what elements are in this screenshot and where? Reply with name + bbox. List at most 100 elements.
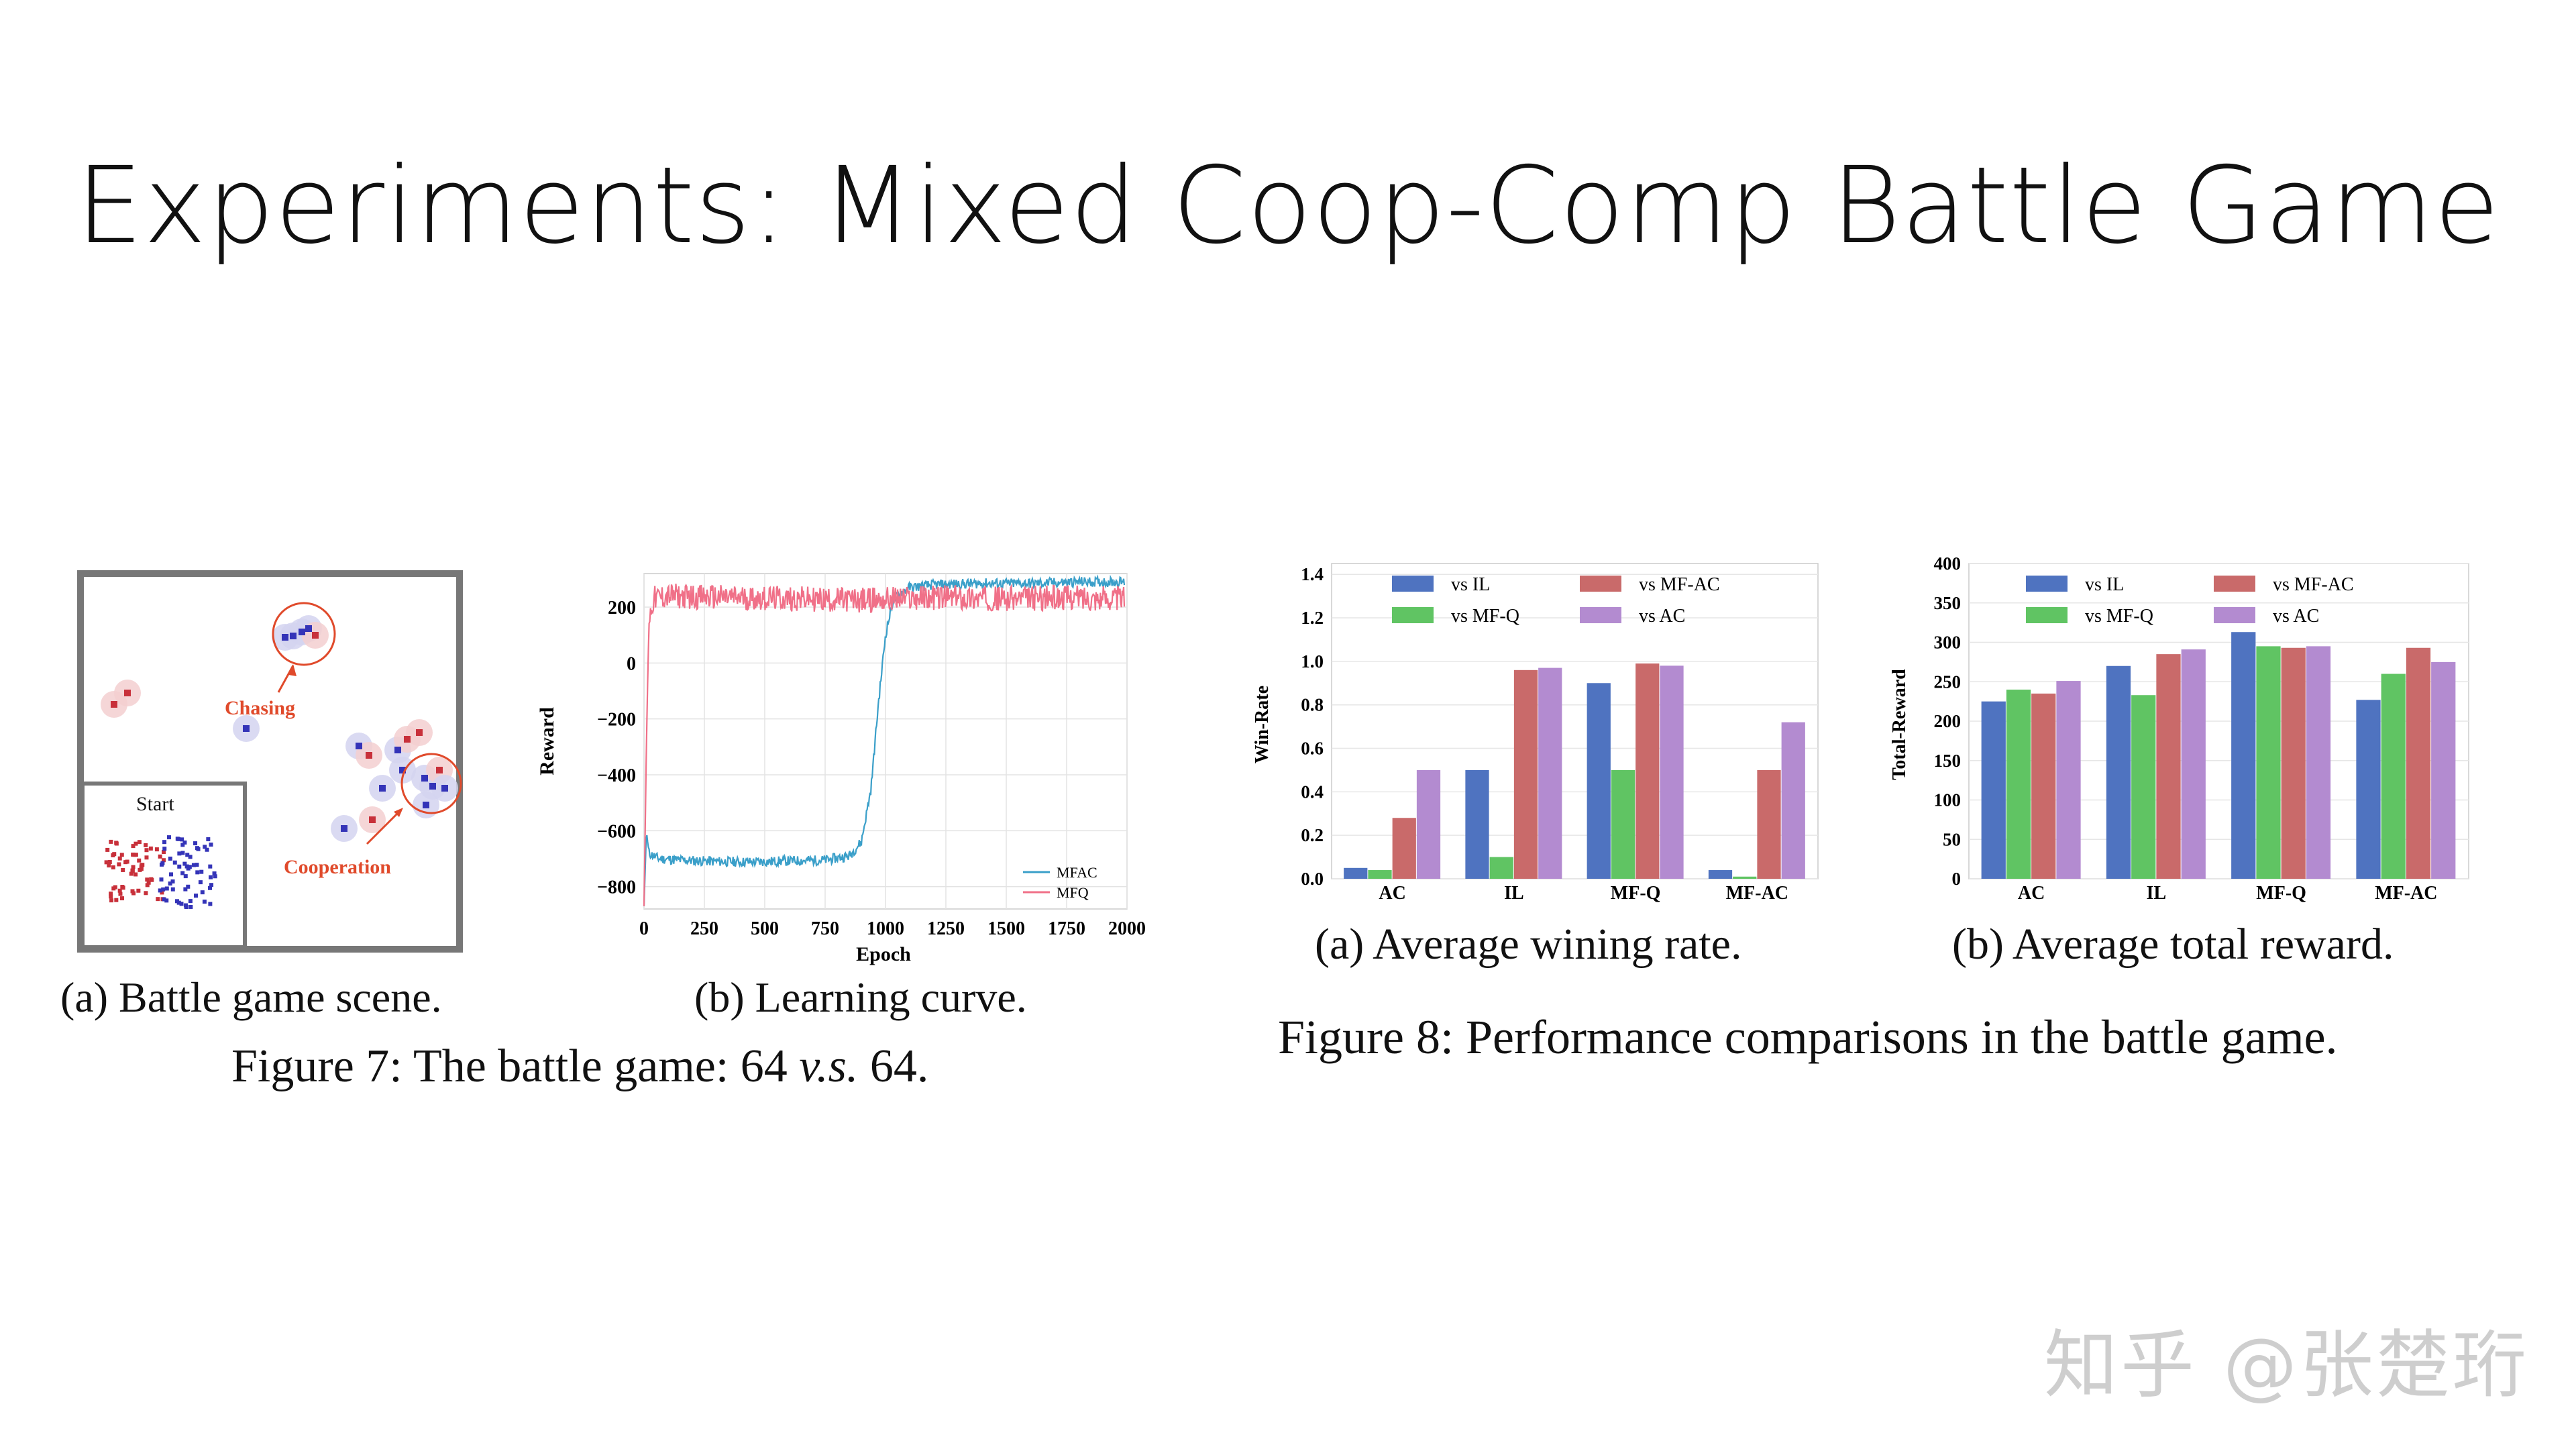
bar <box>1368 870 1392 879</box>
bar <box>1344 867 1368 879</box>
blue-agent <box>164 886 169 891</box>
learning-curve-chart: Reward Epoch 0 250 500 750 1000 1250 1500 1750 2… <box>536 573 1146 965</box>
red-agent <box>136 888 141 893</box>
red-agent <box>436 767 443 773</box>
blue-agent <box>423 802 429 808</box>
red-agent <box>312 632 319 639</box>
red-agent <box>109 839 113 844</box>
red-agent <box>131 865 136 869</box>
blue-agent <box>162 847 167 851</box>
legend-label: vs IL <box>1451 574 1490 595</box>
red-agent <box>109 898 114 903</box>
red-agent <box>121 867 125 872</box>
series-line-mfac <box>643 574 1126 906</box>
reward-panel: Total-Reward 0 50 100 150 200 250 300 350 400 AC I… <box>1882 553 2475 912</box>
blue-agent <box>198 880 203 885</box>
x-tick-label: AC <box>2018 883 2045 904</box>
bar <box>2381 674 2406 879</box>
red-agent <box>109 894 113 899</box>
blue-agent <box>179 902 184 906</box>
blue-agent <box>200 890 205 895</box>
red-agent <box>131 891 136 896</box>
y-tick-label: 0.0 <box>1301 869 1324 889</box>
blue-agent <box>161 887 166 892</box>
red-agent <box>123 860 128 865</box>
bar <box>2281 647 2306 879</box>
red-agent <box>117 856 122 861</box>
winrate-panel: Win-Rate 0.0 0.2 0.4 0.6 0.8 1.0 1.2 1.4 AC IL MF-… <box>1238 557 1825 912</box>
bar <box>2356 700 2381 879</box>
winrate-ylabel: Win-Rate <box>1252 686 1273 763</box>
red-agent <box>139 867 144 871</box>
bar <box>1733 876 1757 879</box>
bar <box>2156 654 2181 879</box>
red-agent <box>404 736 411 743</box>
battle-scene: Chasing Cooperation Start <box>77 570 463 953</box>
red-agent <box>154 847 159 852</box>
bar <box>1489 857 1513 879</box>
red-agent <box>145 877 150 882</box>
blue-agent <box>299 629 305 635</box>
blue-agent <box>399 767 406 773</box>
start-label: Start <box>136 793 174 815</box>
bar <box>1635 663 1660 879</box>
bar <box>1611 769 1635 879</box>
legend-label: vs IL <box>2085 574 2124 595</box>
y-tick-label: 400 <box>1934 553 1962 574</box>
x-tick-label: 2000 <box>1108 918 1146 939</box>
legend-label: vs MF-Q <box>2085 606 2153 627</box>
red-agent <box>137 858 142 863</box>
legend-swatch <box>1580 576 1621 592</box>
blue-agent <box>208 885 213 890</box>
red-agent <box>149 877 154 881</box>
blue-agent <box>421 775 428 782</box>
x-tick-label: 1250 <box>927 918 965 939</box>
chasing-label: Chasing <box>225 697 295 719</box>
legend-label: vs MF-AC <box>2273 574 2354 595</box>
blue-agent <box>202 900 207 904</box>
battle-scene-panel: Chasing Cooperation Start <box>77 570 463 953</box>
y-tick-label: 150 <box>1934 751 1962 771</box>
red-agent <box>120 884 125 889</box>
x-tick-label: IL <box>1504 883 1524 904</box>
fig7a-caption: (a) Battle game scene. <box>60 973 442 1021</box>
blue-agent <box>168 881 172 886</box>
y-tick-label: 350 <box>1934 593 1962 613</box>
blue-agent <box>209 843 213 847</box>
legend-swatch <box>2026 576 2068 592</box>
blue-agent <box>193 841 198 846</box>
blue-agent <box>166 835 171 840</box>
red-agent <box>107 863 111 868</box>
y-tick-label: 200 <box>608 598 636 619</box>
red-agent <box>111 886 116 891</box>
x-tick-label: 0 <box>639 918 649 939</box>
red-agent <box>114 898 119 902</box>
blue-agent <box>394 747 401 753</box>
x-tick-label: 250 <box>690 918 718 939</box>
y-tick-label: −200 <box>597 710 636 731</box>
blue-agent <box>193 894 198 898</box>
blue-agent <box>191 863 196 867</box>
bar <box>2306 646 2331 879</box>
red-agent <box>114 841 119 845</box>
blue-agent <box>189 904 193 909</box>
blue-agent <box>169 872 174 877</box>
blue-agent <box>176 837 181 841</box>
red-agent <box>416 729 423 736</box>
fig8b-caption: (b) Average total reward. <box>1952 920 2394 969</box>
bar <box>1513 669 1538 879</box>
red-agent <box>140 863 145 867</box>
bar <box>1660 665 1684 879</box>
x-tick-label: 1750 <box>1048 918 1085 939</box>
x-tick-label: MF-Q <box>2256 883 2306 904</box>
blue-agent <box>184 864 189 869</box>
red-agent <box>107 860 112 865</box>
legend-label: MFQ <box>1057 884 1089 901</box>
y-tick-label: −400 <box>597 765 636 786</box>
red-agent <box>133 872 138 877</box>
bar <box>1587 683 1611 879</box>
bar <box>1981 701 2006 879</box>
blue-agent <box>209 883 214 888</box>
bar <box>1781 722 1805 879</box>
red-agent <box>112 852 117 857</box>
